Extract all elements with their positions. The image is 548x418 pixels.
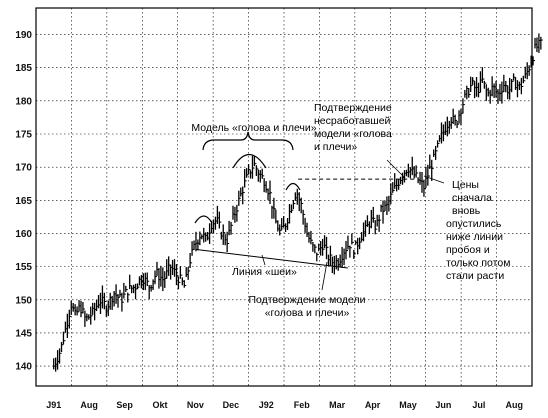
x-tick-label: Jul <box>472 400 485 410</box>
failed-confirmation-label: Подтверждение несработавшей модели «голова… <box>314 102 392 153</box>
prices-label-line: сначала <box>452 192 492 204</box>
y-tick-label: 185 <box>15 63 32 74</box>
y-tick-label: 180 <box>15 96 32 107</box>
x-tick-label: Feb <box>294 400 311 410</box>
x-tick-label: Nov <box>187 400 204 410</box>
prices-label-line: вновь <box>452 205 481 217</box>
x-tick-label: Aug <box>80 400 98 410</box>
x-tick-label: Sep <box>116 400 133 410</box>
y-tick-label: 190 <box>15 30 32 41</box>
y-tick-label: 170 <box>15 163 32 174</box>
y-tick-label: 165 <box>15 196 32 207</box>
confirmation-label-line: «голова и плечи» <box>265 307 350 319</box>
x-tick-label: Mar <box>329 400 346 410</box>
neckline-label: Линия «шеи» <box>232 266 297 278</box>
y-tick-label: 155 <box>15 262 32 273</box>
y-tick-label: 145 <box>15 328 32 339</box>
head-arc <box>232 153 267 169</box>
annotations: Линия «шеи»Модель «голова и плечи»Подтве… <box>191 102 510 319</box>
x-tick-label: J91 <box>46 400 61 410</box>
prices-label-line: опустились <box>446 218 502 230</box>
failed-confirmation-line: несработавшей <box>314 115 391 127</box>
failed-confirmation-line: модели «голова <box>314 128 392 140</box>
prices-label-line: только потом <box>446 257 510 269</box>
y-tick-label: 150 <box>15 295 32 306</box>
grid <box>35 7 533 387</box>
x-tick-label: May <box>399 400 417 410</box>
failed-confirmation-line: и плечи» <box>314 141 357 153</box>
failed-confirmation-pointer <box>386 159 406 179</box>
right-shoulder-arc <box>285 182 301 191</box>
pattern-bracket <box>202 131 294 151</box>
y-tick-labels: 140 145 150 155 160 165 170 175 180 185 190 <box>15 30 32 373</box>
neckline-pointer <box>261 254 266 266</box>
price-bars <box>53 33 543 372</box>
x-tick-label: Apr <box>365 400 381 410</box>
left-shoulder-arc <box>194 215 213 224</box>
prices-pointer <box>423 175 445 184</box>
confirmation-label: Подтверждение модели «голова и плечи» <box>248 294 365 319</box>
y-tick-label: 175 <box>15 130 32 141</box>
neckline <box>195 248 348 269</box>
prices-label-line: Цены <box>452 179 479 191</box>
prices-label-line: пробоя и <box>446 244 490 256</box>
failed-confirmation-line: Подтверждение <box>314 102 392 114</box>
x-tick-label: Dec <box>223 400 240 410</box>
x-tick-label: Okt <box>152 400 167 410</box>
y-tick-label: 140 <box>15 362 32 373</box>
prices-label-line: стали расти <box>446 270 504 282</box>
y-tick-label: 160 <box>15 229 32 240</box>
x-tick-label: Aug <box>506 400 524 410</box>
confirmation-label-line: Подтверждение модели <box>248 294 365 306</box>
prices-label: Цены сначала вновь опустились ниже линии проб… <box>446 179 510 282</box>
pattern-label: Модель «голова и плечи» <box>191 122 316 134</box>
x-tick-labels: J91 Aug Sep Okt Nov Dec J92 Feb Mar Apr May Jun Jul A… <box>46 400 523 410</box>
confirmation-pointer <box>321 261 328 291</box>
x-tick-label: Jun <box>435 400 451 410</box>
prices-label-line: ниже линии <box>446 231 503 243</box>
x-tick-label: J92 <box>259 400 274 410</box>
